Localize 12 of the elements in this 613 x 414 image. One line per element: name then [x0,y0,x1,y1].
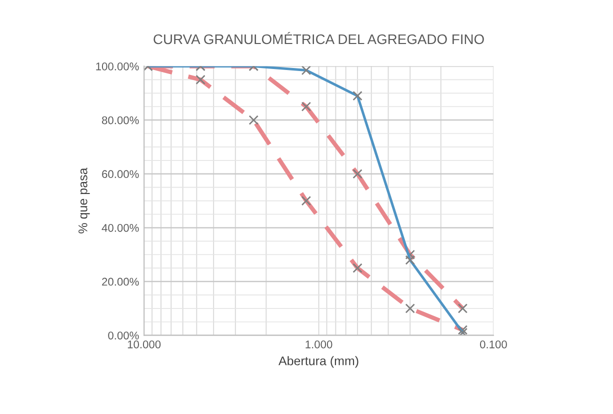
y-tick-label: 80.00% [102,116,139,124]
chart-title: CURVA GRANULOMÉTRICA DEL AGREGADO FINO [154,32,484,44]
y-tick-label: 0.00% [108,332,139,340]
y-tick-label: 100.00% [96,62,139,70]
x-tick-label: 10.000 [128,340,161,348]
y-axis-title: % que pasa [78,168,90,234]
y-tick-label: 20.00% [102,278,139,286]
y-tick-label: 60.00% [102,170,139,178]
x-axis-title: Abertura (mm) [278,356,358,368]
x-tick-label: 1.000 [306,340,332,348]
x-tick-label: 0.100 [480,340,507,348]
y-tick-label: 40.00% [102,224,139,232]
